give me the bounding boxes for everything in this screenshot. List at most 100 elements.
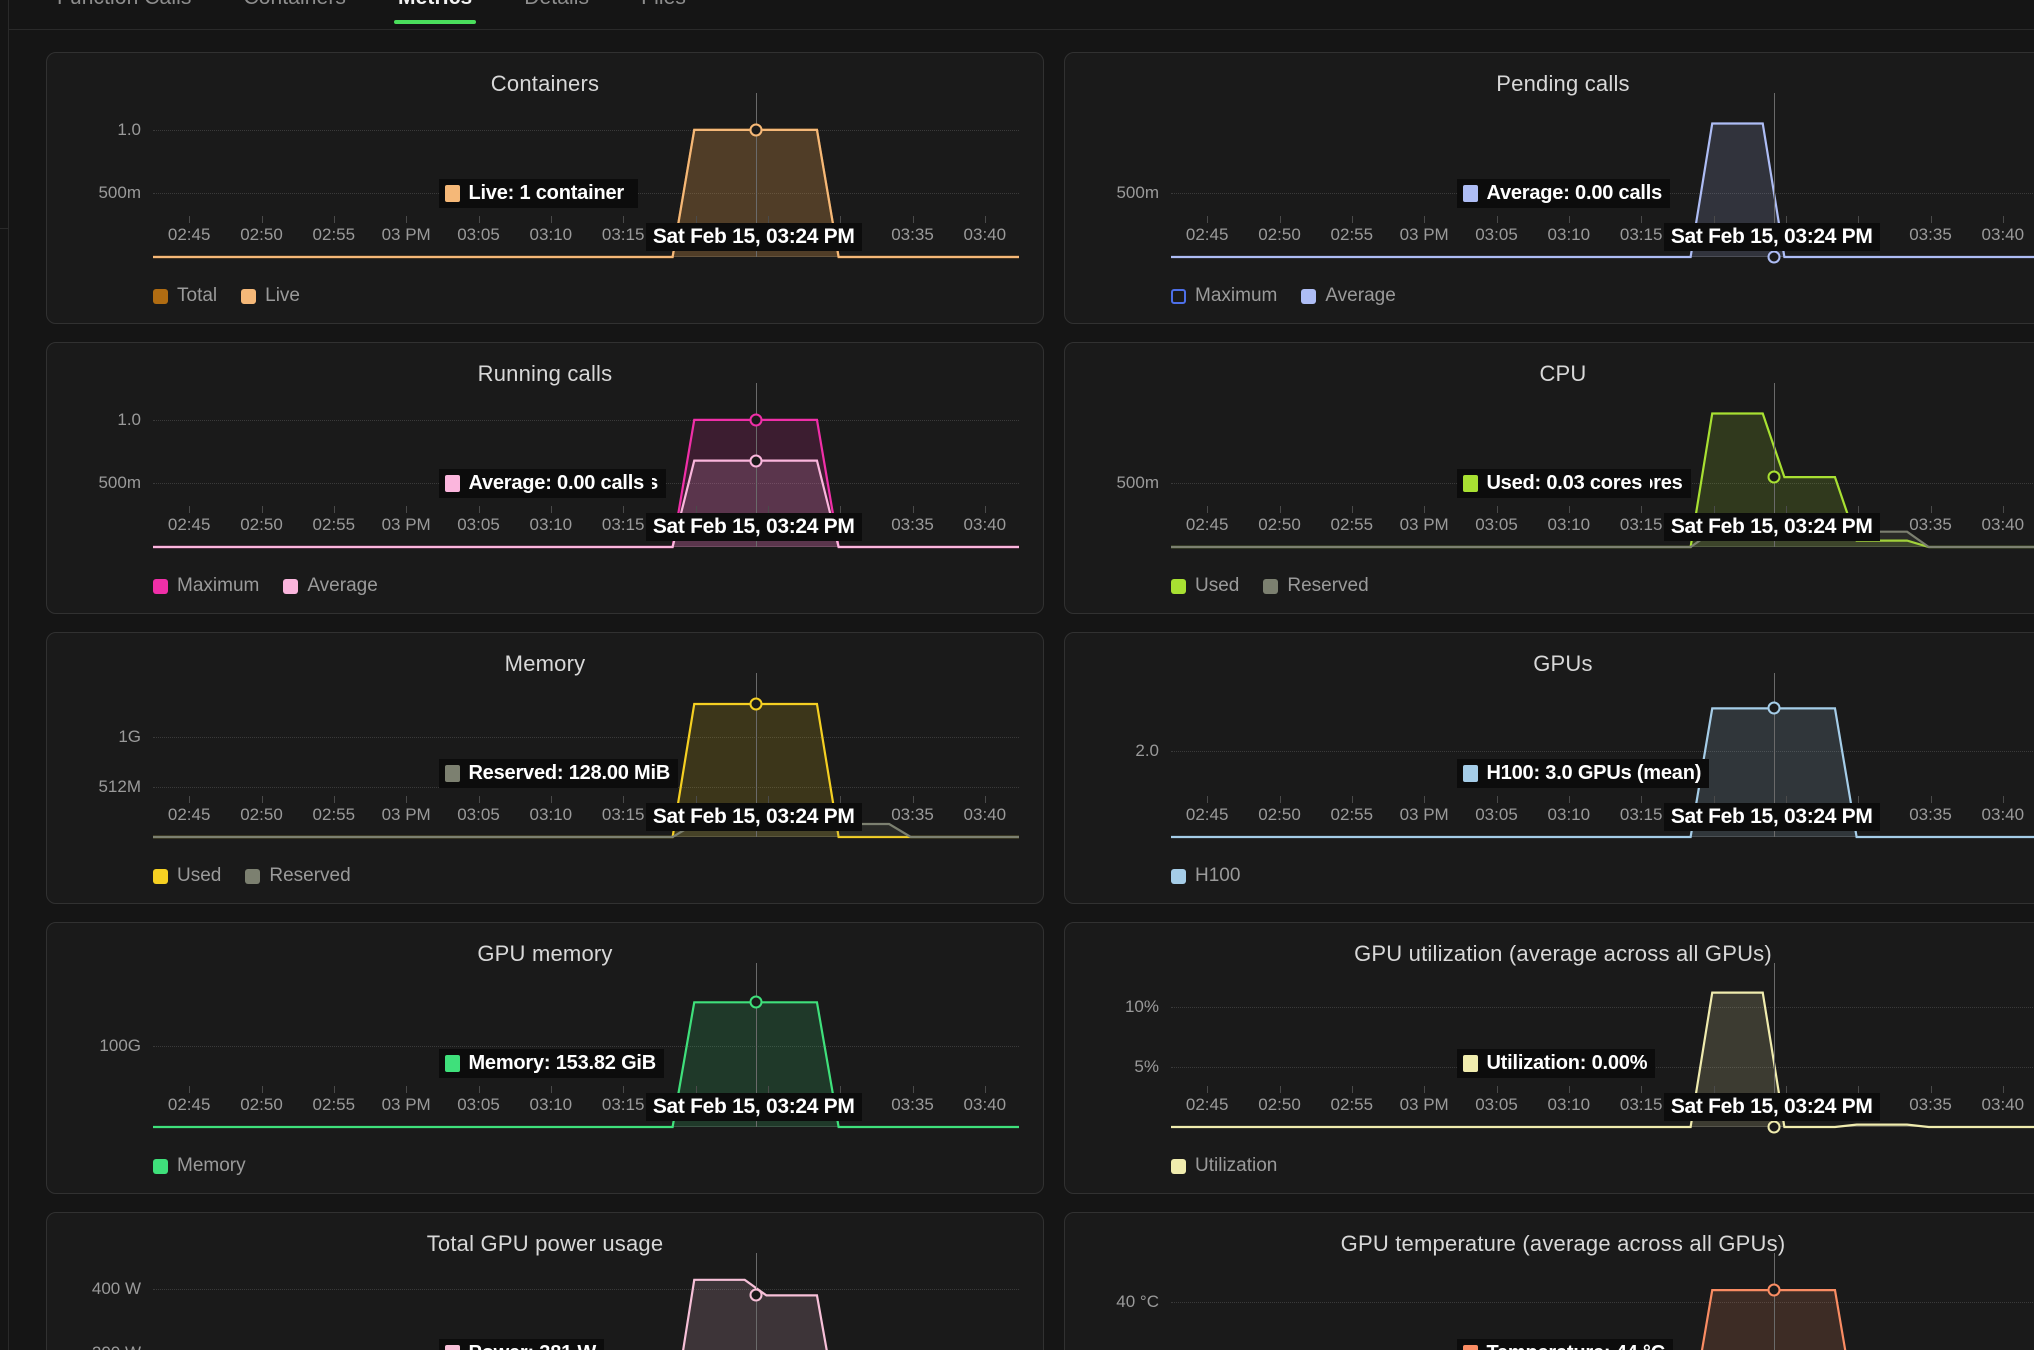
tab-label: Containers [243,0,346,9]
legend-item-average[interactable]: Average [1301,285,1396,307]
x-tick-label: 02:50 [240,1095,283,1114]
x-tick-label: 02:45 [167,515,211,534]
tooltip-row: Utilization: 0.00% [1457,1049,1656,1078]
chart-legend: H100 [1171,865,1240,887]
legend-swatch [153,1158,168,1174]
x-tick-mark [261,216,263,223]
panel-title: CPU [1539,361,1587,386]
x-tick-mark [1785,1086,1787,1093]
x-tick-label: 02:45 [167,805,211,824]
tab-function-calls[interactable]: Function Calls [31,0,217,16]
x-tick-label: 02:45 [1185,225,1229,244]
legend-label: Memory [177,1155,246,1176]
x-tick-mark [1207,506,1209,513]
y-axis-labels: 100G [71,977,147,1127]
legend-swatch [241,288,257,304]
tooltip-series-swatch [445,475,461,492]
x-tick-label: 03:40 [1981,805,2025,824]
x-tick-mark [1424,796,1426,803]
legend-item-utilization[interactable]: Utilization [1171,1155,1277,1177]
gridline [1171,751,2034,753]
legend-item-reserved[interactable]: Reserved [245,865,351,887]
legend-label: Maximum [177,575,260,596]
x-tick-label: 03 PM [381,225,431,244]
x-tick-mark [333,506,335,513]
x-tick-label: 03:35 [1909,805,1952,824]
legend-item-maximum[interactable]: Maximum [153,575,259,597]
series-line [153,461,1019,547]
tooltip-text: Average: 0.00 calls [468,472,645,494]
series-line [1171,708,2034,837]
x-tick-mark [261,506,263,513]
x-tick-mark [478,216,480,223]
x-tick-mark [1713,796,1715,803]
x-tick-mark [1785,796,1787,803]
x-tick-label: 03:05 [1475,515,1518,534]
x-tick-mark [333,216,335,223]
x-tick-mark [767,796,769,803]
chart-canvas: Power: 381 W [153,1253,1019,1350]
plot-area[interactable]: 40 °C20 °C Temperature: 44 °C [1089,1253,2034,1350]
tab-containers[interactable]: Containers [217,0,372,16]
legend-item-reserved[interactable]: Reserved [1263,575,1369,597]
hover-cursor-line [1773,1253,1775,1350]
tab-details[interactable]: Details [498,0,615,16]
chart-canvas: Temperature: 44 °C [1171,1253,2034,1350]
tooltip-text: Used: 0.03 cores [1486,472,1643,494]
gridline [153,129,1019,131]
x-tick-mark [1568,1086,1570,1093]
legend-item-average[interactable]: Average [283,575,378,597]
x-tick-label: 02:55 [312,805,356,824]
panel-title: GPU utilization (average across all GPUs… [1354,941,1772,966]
x-tick-label: 03:15 [601,805,645,824]
plot-area[interactable]: 400 W 200 W Power: 381 W [71,1253,1019,1350]
legend-item-memory[interactable]: Memory [153,1155,246,1177]
tab-metrics[interactable]: Metrics [372,0,498,24]
x-tick-label: 03:05 [1475,805,1518,824]
legend-item-used[interactable]: Used [153,865,221,887]
legend-item-total[interactable]: Total [153,285,217,307]
x-tick-label: 02:50 [1258,515,1301,534]
x-tick-label: 02:55 [312,225,356,244]
chart-legend: Memory [153,1155,246,1177]
x-tick-mark [695,796,697,803]
hover-point-marker [1767,701,1781,715]
tab-files[interactable]: Files [615,0,712,16]
x-tick-label: 02:55 [312,515,356,534]
x-tick-label: 03:15 [1619,1095,1663,1114]
x-tick-mark [406,1086,408,1093]
legend-item-live[interactable]: Live [241,285,300,307]
x-tick-mark [984,506,986,513]
legend-item-maximum[interactable]: Maximum [1171,285,1277,307]
x-tick-label: 03:40 [1981,1095,2025,1114]
legend-item-h100[interactable]: H100 [1171,865,1240,887]
gridline [1171,1007,2034,1008]
panel-title: Pending calls [1496,71,1630,96]
hover-cursor-line [755,93,757,257]
hover-point-marker [749,413,763,427]
plot-area[interactable]: 10% 5% Utilization: 0.00% [1089,963,2034,1134]
legend-label: Average [307,575,378,596]
plot-area[interactable]: 500m Average: 0.00 calls [1089,93,2034,264]
legend-label: Reserved [1287,575,1369,596]
legend-item-used[interactable]: Used [1171,575,1239,597]
legend-swatch [1171,1158,1186,1174]
x-tick-mark [1641,216,1643,223]
hover-point-marker [749,995,763,1009]
hover-point-marker [1767,470,1781,484]
y-tick-label: 500m [98,473,141,493]
active-tab-indicator [394,20,477,24]
x-tick-label: 03:15 [1619,225,1663,244]
x-tick-mark [1785,216,1787,223]
tab-list: Function Calls Containers Metrics Details Fi… [9,0,2034,30]
x-tick-mark [1207,796,1209,803]
y-tick-label: 1G [118,727,141,746]
y-axis-labels: 40 °C20 °C [1089,1267,1165,1350]
x-tick-mark [695,1086,697,1093]
tab-label: Metrics [398,0,472,9]
x-tick-mark [1207,216,1209,223]
x-tick-mark [623,1086,625,1093]
y-tick-label: 40 °C [1116,1291,1159,1311]
y-tick-label: 5% [1134,1057,1159,1076]
